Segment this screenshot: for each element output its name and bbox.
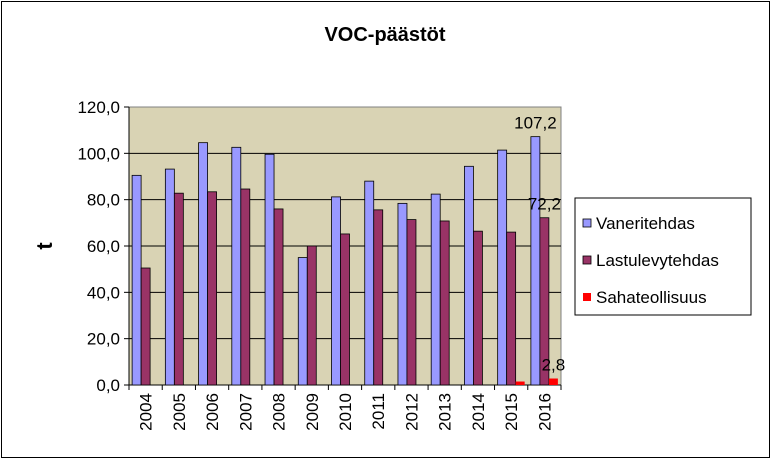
legend-label: Lastulevytehdas — [596, 251, 719, 270]
bar-sahateollisuus-2016 — [548, 378, 558, 385]
x-tick-label: 2009 — [303, 393, 322, 431]
x-tick-label: 2011 — [369, 393, 388, 430]
legend-swatch-sahateollisuus — [583, 293, 591, 301]
data-label: 2,8 — [542, 356, 566, 375]
x-tick-label: 2012 — [402, 393, 421, 431]
legend-swatch-lastulevytehdas — [582, 255, 592, 265]
x-tick-label: 2006 — [203, 393, 222, 431]
bar-vaneritehdas-2012 — [397, 202, 408, 386]
x-tick-label: 2007 — [236, 393, 255, 431]
x-tick-label: 2008 — [270, 393, 289, 431]
bar-lastulevytehdas-2015 — [506, 231, 517, 386]
data-label: 72,2 — [528, 195, 561, 214]
y-tick-label: 80,0 — [87, 191, 120, 210]
bar-lastulevytehdas-2012 — [406, 219, 417, 386]
bar-vaneritehdas-2006 — [198, 142, 208, 386]
y-tick-label: 120,0 — [77, 98, 120, 117]
legend-label: Vaneritehdas — [596, 214, 695, 233]
bar-vaneritehdas-2011 — [364, 180, 375, 386]
x-tick-label: 2014 — [469, 393, 488, 431]
x-tick-label: 2004 — [137, 393, 156, 431]
data-label: 107,2 — [514, 114, 557, 133]
bar-lastulevytehdas-2006 — [207, 191, 217, 386]
bar-lastulevytehdas-2013 — [439, 220, 450, 386]
bar-lastulevytehdas-2014 — [473, 230, 483, 386]
bar-lastulevytehdas-2011 — [373, 209, 384, 386]
legend-label: Sahateollisuus — [596, 288, 707, 307]
legend-swatch-vaneritehdas — [582, 218, 592, 228]
x-tick-label: 2016 — [535, 393, 554, 431]
y-tick-label: 60,0 — [87, 237, 120, 256]
bar-lastulevytehdas-2016 — [539, 217, 550, 386]
chart-title: VOC-päästöt — [324, 24, 445, 46]
bar-vaneritehdas-2005 — [164, 168, 175, 386]
bar-sahateollisuus-2015 — [515, 381, 525, 385]
bar-lastulevytehdas-2004 — [140, 267, 151, 386]
bar-vaneritehdas-2016 — [530, 136, 541, 386]
bar-lastulevytehdas-2010 — [340, 233, 350, 386]
y-tick-label: 20,0 — [87, 330, 120, 349]
bar-lastulevytehdas-2007 — [240, 188, 251, 386]
bar-vaneritehdas-2008 — [264, 153, 275, 386]
bar-vaneritehdas-2010 — [331, 196, 341, 386]
y-tick-label: 100,0 — [77, 144, 120, 163]
bar-vaneritehdas-2007 — [231, 146, 242, 386]
bar-lastulevytehdas-2008 — [273, 208, 284, 386]
y-axis-title: t — [32, 242, 57, 250]
bar-vaneritehdas-2004 — [131, 174, 142, 386]
bar-vaneritehdas-2009 — [297, 257, 308, 386]
bar-vaneritehdas-2015 — [497, 149, 508, 386]
bar-lastulevytehdas-2005 — [173, 192, 184, 386]
x-tick-label: 2013 — [436, 393, 455, 431]
x-tick-label: 2010 — [336, 393, 355, 431]
bar-lastulevytehdas-2009 — [306, 245, 317, 386]
bar-vaneritehdas-2013 — [430, 193, 441, 386]
y-tick-label: 40,0 — [87, 283, 120, 302]
bar-vaneritehdas-2014 — [464, 165, 474, 386]
y-tick-label: 0,0 — [96, 376, 120, 395]
legend — [574, 197, 752, 316]
x-tick-label: 2005 — [170, 393, 189, 431]
x-tick-label: 2015 — [502, 393, 521, 431]
